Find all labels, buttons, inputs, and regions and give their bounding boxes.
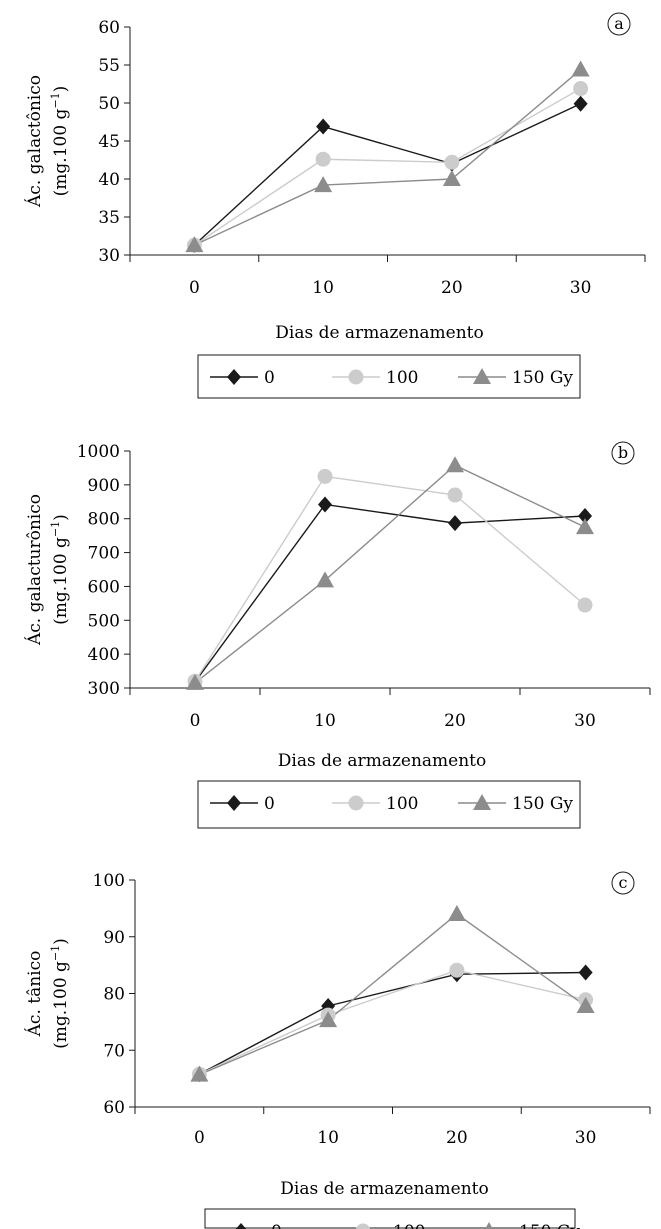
y-tick-label: 1000 <box>77 442 120 462</box>
y-tick-label: 700 <box>88 544 120 564</box>
data-point-150-Gy <box>572 61 590 77</box>
y-tick-label: 600 <box>88 577 120 597</box>
y-tick-label: 800 <box>88 510 120 530</box>
y-axis-title: Ác. galactônico <box>24 75 45 208</box>
data-point-0 <box>579 965 593 981</box>
legend-label: 150 Gy <box>519 1222 580 1229</box>
legend-label: 100 <box>386 794 418 814</box>
series-line-150-Gy <box>195 465 585 683</box>
y-axis-unit-main: (mg.100 g <box>51 961 71 1049</box>
series-line-150-Gy <box>194 70 580 246</box>
y-axis-unit-main: (mg.100 g <box>51 537 71 625</box>
data-point-0 <box>316 119 330 135</box>
y-tick-label: 70 <box>103 1041 125 1061</box>
data-point-150-Gy <box>443 170 461 186</box>
legend-label: 0 <box>271 1222 282 1229</box>
x-tick-label: 20 <box>441 278 463 298</box>
y-tick-label: 90 <box>103 928 125 948</box>
legend-marker <box>349 796 364 811</box>
y-axis-unit-sup: −1 <box>49 945 62 961</box>
data-point-150-Gy <box>446 456 464 472</box>
series-line-150-Gy <box>199 914 585 1075</box>
y-axis-unit-end: ) <box>51 938 71 945</box>
x-tick-label: 0 <box>190 711 201 731</box>
y-tick-label: 300 <box>88 679 120 699</box>
y-tick-label: 45 <box>98 132 120 152</box>
x-tick-label: 20 <box>446 1128 468 1148</box>
x-tick-label: 0 <box>194 1128 205 1148</box>
y-axis-unit: (mg.100 g−1) <box>49 86 71 197</box>
x-axis-title: Dias de armazenamento <box>278 751 487 771</box>
data-point-0 <box>448 515 462 531</box>
y-axis-title: Ác. galacturônico <box>24 494 45 646</box>
x-tick-label: 0 <box>189 278 200 298</box>
y-tick-label: 60 <box>98 18 120 38</box>
x-tick-label: 10 <box>312 278 334 298</box>
y-tick-label: 60 <box>103 1098 125 1118</box>
series-line-0 <box>194 104 580 245</box>
x-tick-label: 30 <box>575 1128 597 1148</box>
y-tick-label: 400 <box>88 645 120 665</box>
data-point-150-Gy <box>316 571 334 587</box>
data-point-100 <box>318 469 333 484</box>
y-tick-label: 500 <box>88 611 120 631</box>
legend: 0 100 150 Gy <box>198 781 580 828</box>
data-point-100 <box>316 152 331 167</box>
data-point-150-Gy <box>314 176 332 192</box>
legend: 0 100 150 Gy <box>198 355 580 398</box>
legend-label: 0 <box>264 794 275 814</box>
data-point-100 <box>448 488 463 503</box>
series-line-0 <box>195 504 585 681</box>
data-point-150-Gy <box>576 518 594 534</box>
x-tick-label: 30 <box>574 711 596 731</box>
y-axis-unit: (mg.100 g−1) <box>49 938 71 1049</box>
y-axis-title: Ác. tânico <box>24 951 45 1038</box>
y-axis-unit-end: ) <box>51 86 71 93</box>
series-line-100 <box>199 970 585 1074</box>
data-point-150-Gy <box>448 905 466 921</box>
x-axis-title: Dias de armazenamento <box>280 1179 489 1199</box>
legend-label: 0 <box>264 368 275 388</box>
series-line-0 <box>199 973 585 1075</box>
x-tick-label: 10 <box>317 1128 339 1148</box>
y-axis-unit-sup: −1 <box>49 92 62 108</box>
x-tick-label: 20 <box>444 711 466 731</box>
data-point-100 <box>444 155 459 170</box>
series-line-100 <box>194 89 580 246</box>
x-tick-label: 30 <box>570 278 592 298</box>
y-axis-unit: (mg.100 g−1) <box>49 514 71 625</box>
data-point-100 <box>578 598 593 613</box>
legend-label: 100 <box>386 368 418 388</box>
y-tick-label: 30 <box>98 246 120 266</box>
legend: 0 100 150 Gy <box>205 1209 580 1229</box>
y-tick-label: 35 <box>98 208 120 228</box>
y-tick-label: 100 <box>93 871 125 891</box>
series-line-100 <box>195 476 585 681</box>
data-point-100 <box>449 963 464 978</box>
legend-marker <box>349 370 364 385</box>
panel-label: a <box>614 14 624 33</box>
y-axis-unit-sup: −1 <box>49 521 62 537</box>
y-axis-unit-end: ) <box>51 514 71 521</box>
panel-label: c <box>619 873 628 892</box>
y-tick-label: 900 <box>88 476 120 496</box>
data-point-100 <box>573 81 588 96</box>
x-axis-title: Dias de armazenamento <box>275 323 484 343</box>
legend-label: 150 Gy <box>512 368 573 388</box>
y-axis-unit-main: (mg.100 g <box>51 108 71 196</box>
legend-label: 100 <box>393 1222 425 1229</box>
y-tick-label: 40 <box>98 170 120 190</box>
x-tick-label: 10 <box>314 711 336 731</box>
legend-label: 150 Gy <box>512 794 573 814</box>
chart-panel-a: 303540455055600 10 20 30Ác. galactônico (mg.… <box>24 13 645 398</box>
y-tick-label: 50 <box>98 94 120 114</box>
y-tick-label: 80 <box>103 985 125 1005</box>
y-tick-label: 55 <box>98 56 120 76</box>
panel-label: b <box>618 443 628 462</box>
data-point-0 <box>574 96 588 112</box>
